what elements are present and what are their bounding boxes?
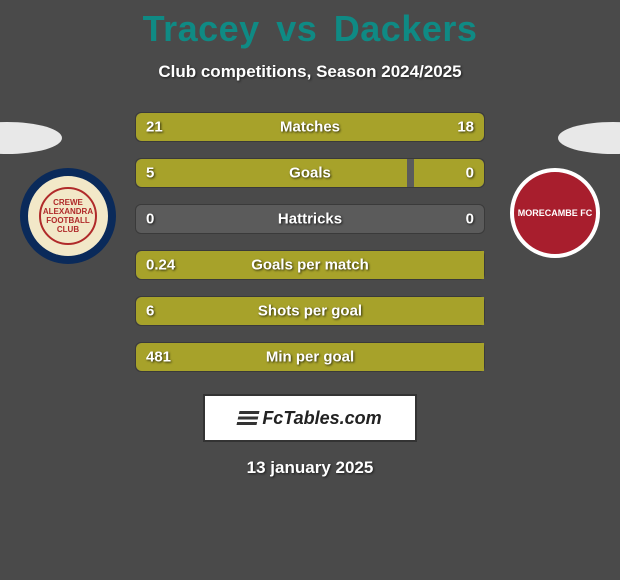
stat-row: 0 Hattricks 0 [135, 204, 485, 234]
stat-row: 6 Shots per goal [135, 296, 485, 326]
crest-inner: CREWE ALEXANDRA FOOTBALL CLUB [39, 187, 97, 245]
subtitle: Club competitions, Season 2024/2025 [158, 62, 461, 82]
player2-avatar-placeholder [558, 122, 620, 154]
comparison-card: Tracey vs Dackers Club competitions, Sea… [0, 0, 620, 580]
stat-fill-left [136, 159, 407, 187]
stat-bars: 21 Matches 18 5 Goals 0 0 Hattricks 0 0.24 Goals p… [135, 112, 485, 372]
player1-name: Tracey [143, 8, 260, 49]
stat-value-left: 0.24 [146, 257, 175, 274]
stat-row: 21 Matches 18 [135, 112, 485, 142]
stat-value-left: 5 [146, 165, 154, 182]
crest-label: MORECAMBE FC [518, 208, 593, 218]
stat-label: Hattricks [278, 211, 342, 228]
stat-label: Min per goal [266, 349, 354, 366]
stat-row: 0.24 Goals per match [135, 250, 485, 280]
page-title: Tracey vs Dackers [143, 8, 478, 50]
stat-value-right: 0 [466, 211, 474, 228]
stat-label: Goals per match [251, 257, 369, 274]
stat-label: Matches [280, 119, 340, 136]
stat-value-right: 18 [457, 119, 474, 136]
player2-name: Dackers [334, 8, 478, 49]
vs-label: vs [276, 8, 317, 49]
stat-label: Shots per goal [258, 303, 362, 320]
stat-row: 5 Goals 0 [135, 158, 485, 188]
content-area: CREWE ALEXANDRA FOOTBALL CLUB MORECAMBE … [0, 82, 620, 580]
branding-badge: FcTables.com [203, 394, 417, 442]
stat-value-left: 21 [146, 119, 163, 136]
stat-value-left: 481 [146, 349, 171, 366]
player2-club-crest: MORECAMBE FC [510, 168, 600, 258]
stat-row: 481 Min per goal [135, 342, 485, 372]
player1-club-crest: CREWE ALEXANDRA FOOTBALL CLUB [20, 168, 116, 264]
stat-label: Goals [289, 165, 331, 182]
stat-value-left: 0 [146, 211, 154, 228]
branding-text: FcTables.com [262, 408, 381, 429]
stat-value-left: 6 [146, 303, 154, 320]
stat-value-right: 0 [466, 165, 474, 182]
date-label: 13 january 2025 [247, 458, 374, 478]
spark-icon [237, 411, 260, 425]
player1-avatar-placeholder [0, 122, 62, 154]
